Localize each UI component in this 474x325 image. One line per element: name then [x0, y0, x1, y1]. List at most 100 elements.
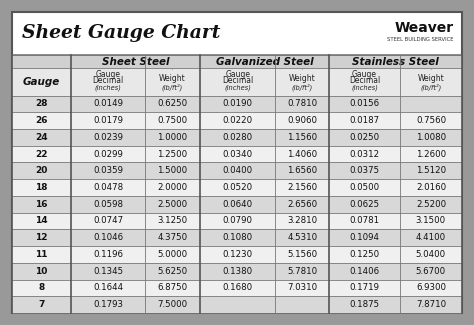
Text: 6.9300: 6.9300 — [416, 283, 446, 292]
Bar — [12, 213, 462, 229]
Text: 0.0520: 0.0520 — [223, 183, 253, 192]
Bar — [12, 263, 462, 280]
Text: 2.5200: 2.5200 — [416, 200, 446, 209]
Text: 7: 7 — [38, 300, 45, 309]
Text: 5.6250: 5.6250 — [157, 267, 188, 276]
Bar — [12, 129, 462, 146]
Text: 4.3750: 4.3750 — [157, 233, 188, 242]
Text: 0.7560: 0.7560 — [416, 116, 446, 125]
Text: 0.0280: 0.0280 — [223, 133, 253, 142]
Text: 22: 22 — [36, 150, 48, 159]
Text: Decimal: Decimal — [349, 76, 380, 85]
Text: (lb/ft²): (lb/ft²) — [292, 83, 313, 91]
Bar — [12, 196, 462, 213]
Text: 8: 8 — [38, 283, 45, 292]
Text: 1.1560: 1.1560 — [287, 133, 317, 142]
Text: Gauge: Gauge — [96, 71, 120, 79]
Text: ˙: ˙ — [429, 70, 432, 74]
Text: 5.0000: 5.0000 — [157, 250, 188, 259]
Text: 0.1793: 0.1793 — [93, 300, 123, 309]
Text: 7.5000: 7.5000 — [157, 300, 188, 309]
Text: (inches): (inches) — [95, 85, 121, 91]
Text: 2.6560: 2.6560 — [287, 200, 317, 209]
Text: 3.1250: 3.1250 — [157, 216, 188, 226]
Text: 0.6250: 0.6250 — [157, 99, 188, 108]
Text: 0.0187: 0.0187 — [349, 116, 380, 125]
Text: 3.2810: 3.2810 — [287, 216, 317, 226]
Text: 0.0790: 0.0790 — [223, 216, 253, 226]
Text: 24: 24 — [36, 133, 48, 142]
Text: 4.5310: 4.5310 — [287, 233, 317, 242]
Text: 5.7810: 5.7810 — [287, 267, 317, 276]
Text: (lb/ft²): (lb/ft²) — [420, 83, 442, 91]
Bar — [12, 229, 462, 246]
Text: 2.1560: 2.1560 — [287, 183, 317, 192]
Text: 0.0375: 0.0375 — [349, 166, 380, 175]
Text: 0.0220: 0.0220 — [223, 116, 253, 125]
Text: 11: 11 — [36, 250, 48, 259]
Text: 16: 16 — [36, 200, 48, 209]
Text: 14: 14 — [36, 216, 48, 226]
Text: Weight: Weight — [289, 74, 316, 84]
Text: 10: 10 — [36, 267, 48, 276]
Bar — [12, 69, 462, 96]
Text: 1.2500: 1.2500 — [157, 150, 188, 159]
Text: 26: 26 — [36, 116, 48, 125]
Text: 0.0149: 0.0149 — [93, 99, 123, 108]
Text: 0.0190: 0.0190 — [223, 99, 253, 108]
Text: 0.1875: 0.1875 — [349, 300, 380, 309]
Text: Decimal: Decimal — [92, 76, 124, 85]
Text: STEEL BUILDING SERVICE: STEEL BUILDING SERVICE — [388, 37, 454, 42]
Text: 0.1080: 0.1080 — [223, 233, 253, 242]
Bar — [12, 296, 462, 313]
Text: (inches): (inches) — [224, 85, 251, 91]
Text: Decimal: Decimal — [222, 76, 253, 85]
Text: Gauge: Gauge — [23, 77, 60, 87]
Text: 2.0000: 2.0000 — [157, 183, 188, 192]
Text: (lb/ft²): (lb/ft²) — [162, 83, 183, 91]
Text: 0.1094: 0.1094 — [349, 233, 380, 242]
Text: 0.1196: 0.1196 — [93, 250, 123, 259]
Text: 2.0160: 2.0160 — [416, 183, 446, 192]
Text: Stainless Steel: Stainless Steel — [352, 57, 439, 67]
Text: 0.0640: 0.0640 — [223, 200, 253, 209]
Text: 0.0340: 0.0340 — [223, 150, 253, 159]
Text: 0.0312: 0.0312 — [349, 150, 380, 159]
Text: 0.1345: 0.1345 — [93, 267, 123, 276]
Text: 12: 12 — [36, 233, 48, 242]
Text: 0.0179: 0.0179 — [93, 116, 123, 125]
Bar — [12, 280, 462, 296]
Text: 2.5000: 2.5000 — [157, 200, 188, 209]
Bar — [12, 146, 462, 162]
Text: 18: 18 — [36, 183, 48, 192]
Text: 0.1406: 0.1406 — [349, 267, 380, 276]
Text: (inches): (inches) — [351, 85, 378, 91]
Text: 0.9060: 0.9060 — [287, 116, 317, 125]
Text: 20: 20 — [36, 166, 48, 175]
Text: 0.0625: 0.0625 — [349, 200, 380, 209]
Text: 0.0598: 0.0598 — [93, 200, 123, 209]
Text: 6.8750: 6.8750 — [157, 283, 188, 292]
Text: 0.0156: 0.0156 — [349, 99, 380, 108]
Text: 1.0080: 1.0080 — [416, 133, 446, 142]
Bar — [12, 55, 462, 69]
Text: 0.0250: 0.0250 — [349, 133, 380, 142]
Text: ˙: ˙ — [171, 70, 174, 74]
Text: 0.7500: 0.7500 — [157, 116, 188, 125]
Text: 0.0400: 0.0400 — [223, 166, 253, 175]
Text: 28: 28 — [36, 99, 48, 108]
Text: 0.1046: 0.1046 — [93, 233, 123, 242]
Text: 1.5000: 1.5000 — [157, 166, 188, 175]
Text: 0.1250: 0.1250 — [349, 250, 380, 259]
Text: Sheet Gauge Chart: Sheet Gauge Chart — [22, 24, 220, 43]
Text: Gauge: Gauge — [352, 71, 377, 79]
Text: 0.1644: 0.1644 — [93, 283, 123, 292]
Text: Weaver: Weaver — [395, 21, 454, 35]
Text: 5.0400: 5.0400 — [416, 250, 446, 259]
Bar — [12, 246, 462, 263]
Text: 5.1560: 5.1560 — [287, 250, 317, 259]
Text: Galvanized Steel: Galvanized Steel — [216, 57, 313, 67]
Text: 3.1500: 3.1500 — [416, 216, 446, 226]
Text: Sheet Steel: Sheet Steel — [102, 57, 170, 67]
Text: 0.0359: 0.0359 — [93, 166, 123, 175]
